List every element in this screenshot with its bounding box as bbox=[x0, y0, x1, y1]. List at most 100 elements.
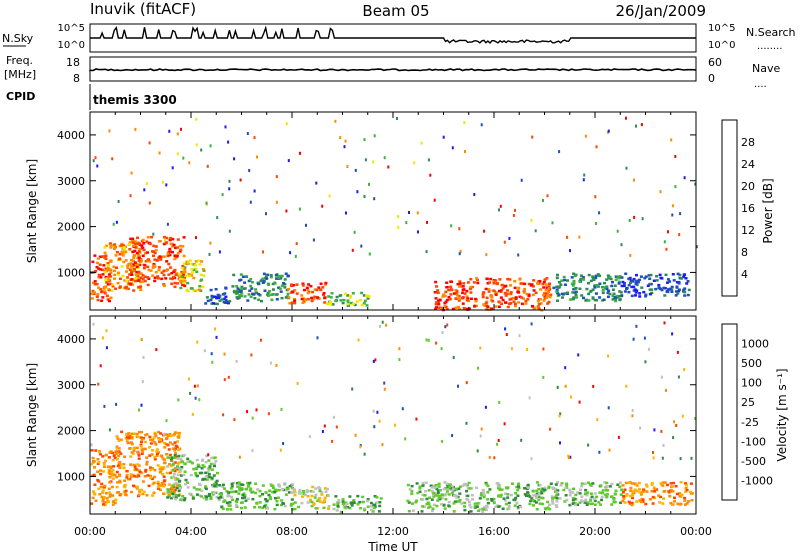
range-cell bbox=[506, 277, 510, 281]
range-cell bbox=[257, 282, 261, 286]
range-cell bbox=[106, 465, 110, 468]
range-cell bbox=[473, 505, 477, 508]
range-cell bbox=[598, 274, 601, 278]
range-cell bbox=[596, 273, 600, 276]
range-cell bbox=[173, 268, 177, 272]
range-cell bbox=[239, 273, 243, 276]
range-cell bbox=[162, 284, 166, 288]
range-cell bbox=[104, 285, 108, 288]
range-cell bbox=[657, 286, 661, 290]
y-tick-label: 2000 bbox=[57, 221, 85, 234]
range-cell bbox=[542, 490, 546, 493]
range-cell bbox=[158, 255, 162, 258]
range-cell bbox=[174, 481, 178, 485]
range-cell bbox=[92, 473, 96, 477]
range-cell bbox=[129, 455, 133, 458]
range-cell bbox=[615, 294, 619, 298]
range-cell bbox=[563, 283, 567, 286]
range-cell bbox=[457, 294, 461, 298]
range-cell bbox=[564, 494, 568, 497]
range-cell bbox=[114, 498, 118, 501]
range-cell bbox=[166, 434, 170, 438]
range-cell bbox=[238, 486, 242, 490]
range-cell bbox=[115, 445, 119, 448]
range-cell bbox=[173, 467, 177, 470]
range-cell bbox=[153, 441, 157, 444]
range-cell bbox=[381, 320, 384, 324]
range-cell bbox=[498, 400, 501, 404]
range-cell bbox=[432, 503, 436, 507]
range-cell bbox=[589, 497, 593, 501]
range-cell bbox=[564, 366, 567, 370]
range-cell bbox=[448, 297, 452, 301]
range-cell bbox=[119, 452, 123, 455]
range-cell bbox=[148, 446, 152, 449]
range-cell bbox=[105, 497, 109, 500]
range-cell bbox=[150, 477, 154, 481]
range-cell bbox=[500, 284, 504, 287]
range-cell bbox=[573, 291, 577, 294]
range-cell bbox=[568, 456, 570, 460]
range-cell bbox=[664, 273, 668, 277]
range-cell bbox=[539, 302, 543, 305]
range-cell bbox=[120, 430, 124, 434]
range-cell bbox=[537, 487, 541, 491]
range-cell bbox=[637, 481, 641, 485]
range-cell bbox=[461, 288, 465, 292]
range-cell bbox=[343, 506, 347, 509]
range-cell bbox=[560, 482, 564, 485]
range-cell bbox=[639, 426, 642, 430]
nsky-trace bbox=[90, 25, 696, 44]
range-cell bbox=[162, 466, 166, 469]
range-cell bbox=[457, 384, 459, 388]
range-cell bbox=[137, 435, 140, 439]
range-cell bbox=[167, 273, 171, 276]
range-cell bbox=[443, 304, 447, 308]
range-cell bbox=[109, 244, 113, 247]
range-cell bbox=[614, 278, 618, 282]
range-cell bbox=[446, 323, 449, 327]
range-cell bbox=[283, 286, 287, 289]
range-cell bbox=[277, 483, 281, 486]
range-cell bbox=[595, 299, 598, 302]
range-cell bbox=[451, 488, 455, 491]
range-cell bbox=[411, 502, 414, 505]
range-cell bbox=[652, 456, 655, 460]
range-cell bbox=[168, 495, 171, 498]
range-cell bbox=[143, 440, 147, 444]
range-cell bbox=[517, 301, 521, 304]
range-cell bbox=[216, 293, 220, 297]
range-cell bbox=[186, 281, 190, 285]
range-cell bbox=[168, 129, 171, 133]
range-cell bbox=[683, 499, 687, 502]
range-cell bbox=[330, 292, 334, 295]
range-cell bbox=[365, 304, 369, 307]
range-cell bbox=[564, 486, 568, 489]
range-cell bbox=[596, 285, 600, 288]
range-cell bbox=[96, 462, 100, 465]
range-cell bbox=[503, 285, 507, 288]
range-cell bbox=[641, 217, 644, 221]
range-cell bbox=[228, 187, 231, 191]
range-cell bbox=[444, 290, 448, 294]
range-cell bbox=[108, 242, 112, 245]
range-cell bbox=[101, 273, 105, 276]
range-cell bbox=[173, 281, 177, 285]
range-cell bbox=[640, 123, 643, 127]
range-cell bbox=[678, 273, 682, 277]
range-cell bbox=[251, 416, 254, 420]
range-cell bbox=[352, 501, 356, 504]
range-cell bbox=[134, 263, 138, 266]
range-cell bbox=[608, 485, 612, 488]
range-cell bbox=[504, 294, 508, 297]
range-cell bbox=[200, 489, 204, 493]
range-cell bbox=[135, 242, 139, 246]
range-cell bbox=[582, 178, 585, 182]
range-cell bbox=[297, 505, 300, 509]
range-cell bbox=[572, 282, 576, 285]
range-cell bbox=[579, 499, 583, 502]
range-cell bbox=[482, 291, 486, 294]
range-cell bbox=[356, 190, 359, 194]
range-cell bbox=[458, 252, 461, 256]
range-cell bbox=[376, 410, 379, 414]
